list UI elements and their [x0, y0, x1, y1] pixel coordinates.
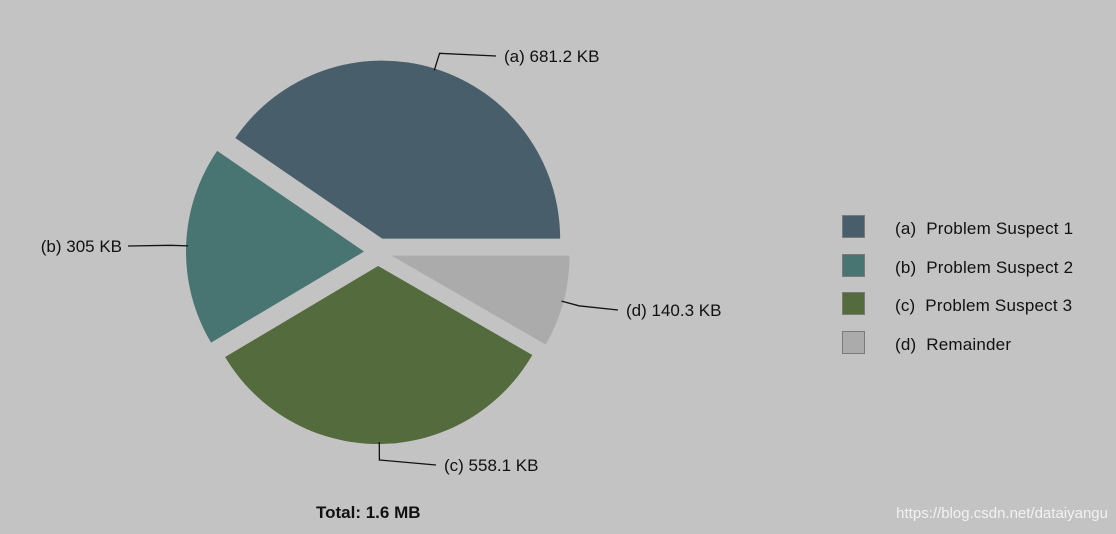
slice-label-d: (d) 140.3 KB	[626, 301, 721, 320]
legend-label-d: (d) Remainder	[895, 334, 1012, 354]
leader-line-d	[561, 300, 619, 311]
slice-label-b: (b) 305 KB	[41, 237, 122, 256]
pie-slice-a	[235, 60, 561, 239]
chart-total: Total: 1.6 MB	[316, 503, 421, 522]
leader-line-c	[378, 441, 437, 466]
leader-line-a	[433, 52, 497, 71]
watermark: https://blog.csdn.net/dataiyangu	[896, 505, 1108, 522]
legend-swatch-c	[842, 292, 865, 315]
pie-slice-c	[225, 265, 533, 444]
pie-slice-b	[186, 150, 365, 343]
legend-label-a: (a) Problem Suspect 1	[895, 219, 1074, 238]
legend-swatch-d	[842, 330, 865, 354]
leader-line-b	[127, 244, 189, 247]
pie-slice-d	[391, 255, 570, 345]
legend-label-b: (b) Problem Suspect 2	[895, 257, 1074, 277]
slice-label-c: (c) 558.1 KB	[444, 456, 539, 475]
legend-swatch-b	[842, 253, 865, 277]
slice-label-a: (a) 681.2 KB	[504, 47, 599, 66]
legend-swatch-a	[842, 215, 865, 238]
legend-label-c: (c) Problem Suspect 3	[895, 296, 1073, 315]
